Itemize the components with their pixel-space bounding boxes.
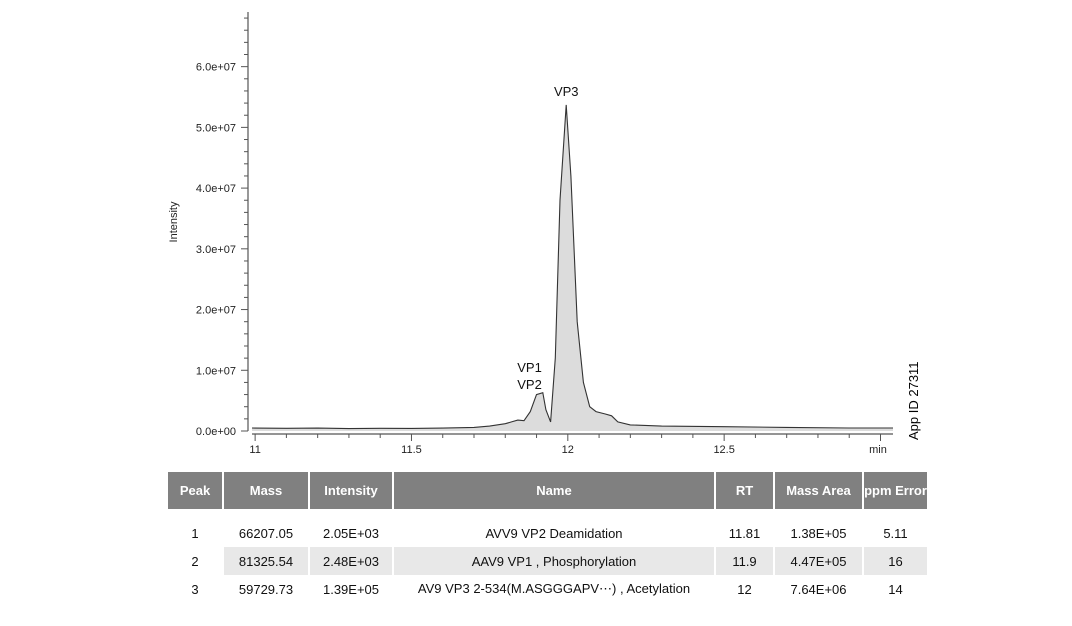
table-row: 2 81325.54 2.48E+03 AAV9 VP1 , Phosphory… xyxy=(168,547,927,575)
header-rt: RT xyxy=(716,472,773,509)
cell-peak: 1 xyxy=(191,525,199,541)
cell-peak: 2 xyxy=(168,547,222,575)
x-tick-label: 11 xyxy=(249,444,260,456)
header-mass-area: Mass Area xyxy=(775,472,862,509)
header-ppm-error: ppm Error xyxy=(864,472,927,509)
y-tick-label: 3.0e+07 xyxy=(196,244,236,256)
y-tick-label: 0.0e+00 xyxy=(196,426,236,438)
cell-mass-area: 4.47E+05 xyxy=(775,547,862,575)
header-peak: Peak xyxy=(168,472,222,509)
x-tick-label: 12.5 xyxy=(713,444,734,456)
cell-ppm-error: 16 xyxy=(864,547,927,575)
y-tick-label: 1.0e+07 xyxy=(196,365,236,377)
x-axis-label: min xyxy=(869,444,887,456)
annotation-vp3: VP3 xyxy=(554,84,579,99)
header-mass: Mass xyxy=(224,472,308,509)
x-tick-label: 12 xyxy=(562,444,574,456)
peak-table: Peak Mass Intensity Name RT Mass Area pp… xyxy=(166,472,929,603)
intensity-area xyxy=(252,104,893,432)
cell-peak: 3 xyxy=(191,581,199,597)
cell-rt: 11.9 xyxy=(716,547,773,575)
cell-mass: 81325.54 xyxy=(224,547,308,575)
y-tick-label: 4.0e+07 xyxy=(196,183,236,195)
cell-name: AV9 VP3 2-534(M.ASGGGAPV⋯) , Acetylation xyxy=(417,581,691,596)
y-tick-label: 5.0e+07 xyxy=(196,122,236,134)
cell-intensity: 1.39E+05 xyxy=(322,581,380,597)
y-axis-label: Intensity xyxy=(168,201,180,242)
header-name: Name xyxy=(394,472,714,509)
cell-mass: 59729.73 xyxy=(238,581,294,597)
cell-intensity: 2.05E+03 xyxy=(322,525,380,541)
cell-name: AVV9 VP2 Deamidation xyxy=(485,525,623,541)
app-id-label: App ID 27311 xyxy=(906,361,921,440)
cell-mass-area: 7.64E+06 xyxy=(790,581,847,597)
annotation-vp1: VP1 xyxy=(517,360,542,375)
table-row: 3 59729.73 1.39E+05 AV9 VP3 2-534(M.ASGG… xyxy=(168,575,927,603)
cell-mass-area: 1.38E+05 xyxy=(790,525,847,541)
table-row: 1 66207.05 2.05E+03 AVV9 VP2 Deamidation… xyxy=(168,509,927,547)
annotation-vp2: VP2 xyxy=(517,377,542,392)
cell-ppm-error: 14 xyxy=(888,581,903,597)
cell-rt: 11.81 xyxy=(728,525,761,541)
y-tick-label: 2.0e+07 xyxy=(196,305,236,317)
cell-ppm-error: 5.11 xyxy=(883,525,908,541)
x-tick-label: 11.5 xyxy=(401,444,422,456)
header-intensity: Intensity xyxy=(310,472,392,509)
cell-mass: 66207.05 xyxy=(238,525,294,541)
chromatogram-chart: 0.0e+00 1.0e+07 2.0e+07 3.0e+07 4.0e+07 5.0e+… xyxy=(168,12,893,456)
intensity-line xyxy=(251,104,893,430)
y-tick-label: 6.0e+07 xyxy=(196,62,236,74)
cell-rt: 12 xyxy=(737,581,752,597)
cell-intensity: 2.48E+03 xyxy=(310,547,392,575)
cell-name: AAV9 VP1 , Phosphorylation xyxy=(394,547,714,575)
